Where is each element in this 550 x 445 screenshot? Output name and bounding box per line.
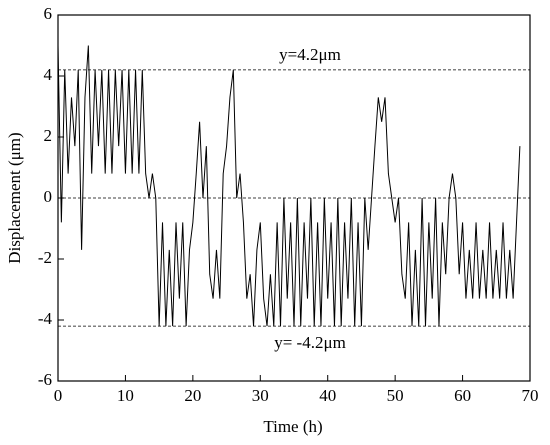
x-tick-label: 50 [387,386,404,405]
x-tick-label: 40 [319,386,336,405]
x-tick-label: 20 [184,386,201,405]
plot-frame [57,14,531,382]
x-tick-label: 60 [454,386,471,405]
y-tick-label: -6 [38,370,52,389]
x-axis-label: Time (h) [263,417,322,436]
x-tick-label: 0 [54,386,63,405]
annotation: y=4.2μm [279,45,341,64]
x-tick-label: 70 [522,386,539,405]
data-line [57,45,521,327]
y-tick-label: 0 [44,187,53,206]
y-tick-label: 2 [44,126,53,145]
y-tick-label: 6 [44,4,53,23]
annotation: y= -4.2μm [274,333,346,352]
y-tick-label: -2 [38,248,52,267]
x-tick-label: 30 [252,386,269,405]
y-tick-label: 4 [44,65,53,84]
x-tick-label: 10 [117,386,134,405]
y-tick-label: -4 [38,309,53,328]
y-axis-label: Displacement (μm) [5,132,24,263]
